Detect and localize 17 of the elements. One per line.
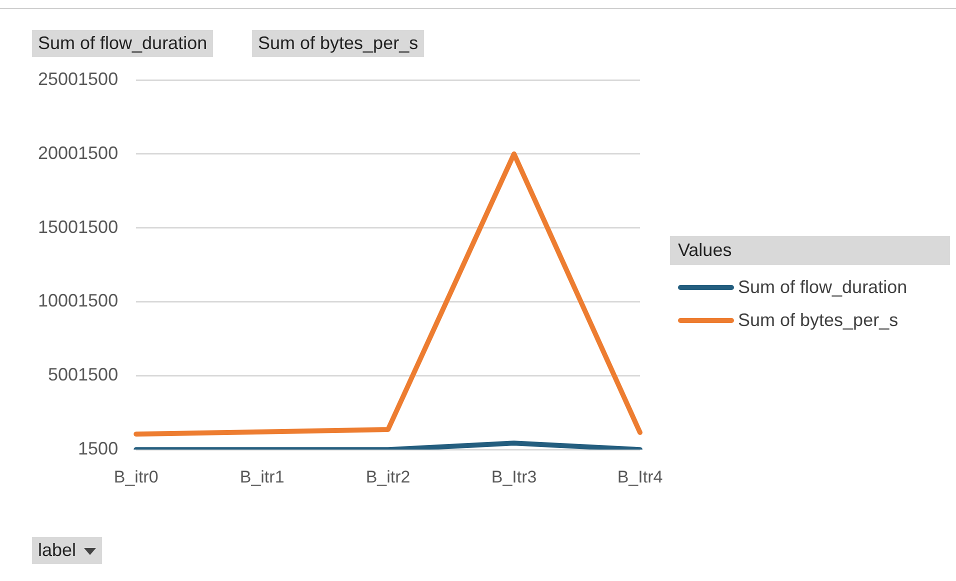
- x-tick-label: B_Itr3: [491, 467, 537, 486]
- y-tick-label: 1500: [78, 438, 118, 459]
- y-tick-label: 15001500: [38, 216, 118, 237]
- y-tick-label: 20001500: [38, 142, 118, 163]
- y-tick-label: 10001500: [38, 290, 118, 311]
- x-tick-label: B_Itr4: [617, 467, 663, 486]
- text: Sum of bytes_per_s: [258, 33, 418, 53]
- text: label: [38, 540, 76, 560]
- legend-label: Sum of bytes_per_s: [738, 310, 898, 331]
- legend-label: Sum of flow_duration: [738, 277, 908, 298]
- x-tick-label: B_itr0: [114, 467, 158, 486]
- x-tick-label: B_itr2: [366, 467, 410, 486]
- legend-title: Values: [670, 236, 950, 265]
- text: Sum of flow_duration: [38, 33, 208, 53]
- y-tick-label: 5001500: [48, 364, 118, 385]
- x-tick-label: B_itr1: [240, 467, 284, 486]
- y-tick-label: 25001500: [38, 68, 118, 89]
